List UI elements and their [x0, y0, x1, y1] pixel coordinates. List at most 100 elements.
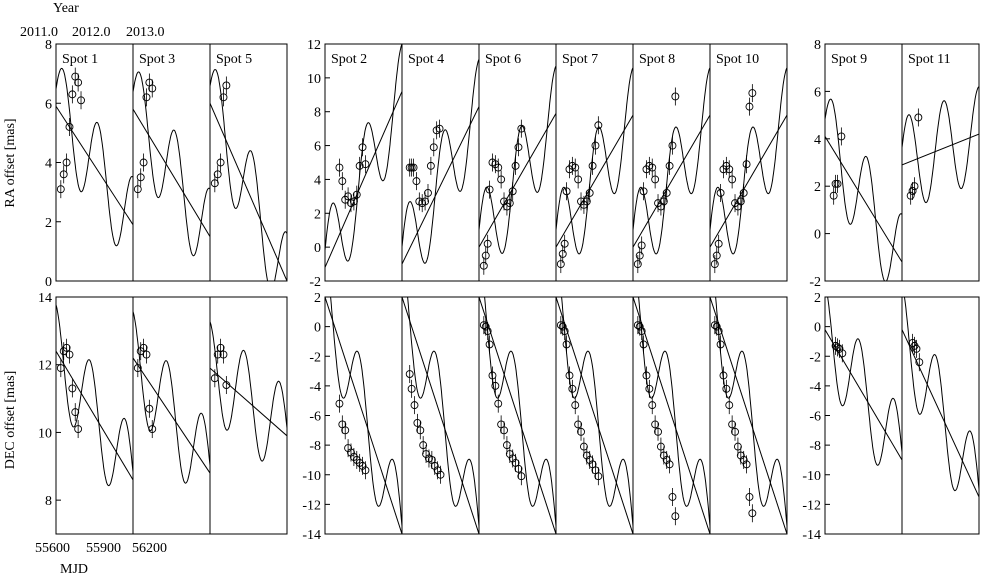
spot-9-ra-data-point [829, 191, 838, 200]
spot-1-ra-frame [55, 43, 134, 282]
spot-6-dec-data-point [488, 371, 497, 380]
y-tick-label: 6 [314, 140, 321, 155]
spot-8-ra-data-point [662, 189, 671, 197]
y-tick-label: 6 [45, 97, 52, 112]
spot-2-dec-data-point [355, 458, 364, 467]
ra-ylabel: RA offset [mas] [3, 118, 18, 207]
spot-7-dec-plot [556, 297, 633, 534]
y-tick-label: -6 [809, 410, 821, 425]
spot-6-dec-data-point [508, 454, 517, 463]
spot-8-dec-data-point [648, 401, 657, 410]
spot-1-dec-data-point [62, 343, 71, 352]
spot-8-ra-data-point [671, 92, 680, 101]
spot-2-ra-data-point [349, 197, 358, 206]
spot-8-ra-data-point [668, 141, 677, 150]
spot-7-dec-data-point [560, 327, 569, 336]
spot-2-dec-data-point [349, 453, 358, 461]
spot-7-ra-data-point [594, 121, 603, 130]
y-tick-label: 0 [314, 241, 321, 256]
spot-3-ra-plot [133, 71, 210, 257]
spot-8-dec-trend-line [633, 297, 710, 534]
y-tick-label: 14 [38, 291, 52, 306]
spot-11-dec-data-point [912, 344, 921, 353]
spot-3-dec-trend-line [133, 357, 210, 474]
y-tick-label: -6 [309, 410, 321, 425]
spot-3-dec-data-point [139, 343, 148, 352]
spot-6-dec-data-point [481, 322, 490, 331]
spot-2-dec-data-point [361, 466, 370, 475]
spot-5-dec-data-point [216, 343, 225, 352]
spot-7-dec-data-point [558, 322, 567, 331]
spot-9-dec-frame [824, 296, 903, 535]
y-tick-label: 4 [314, 173, 321, 188]
spot-3-ra-data-point [139, 158, 148, 167]
spot-2-dec-data-point [358, 461, 367, 470]
spot-5-ra-data-point [216, 158, 225, 167]
spot-11-ra-model-curve [902, 86, 979, 204]
spot-5-dec-trend-line [210, 367, 287, 437]
spot-10-ra-plot [710, 67, 787, 274]
spot-11-dec-plot [902, 297, 979, 498]
spot-4-dec-data-point [430, 461, 439, 470]
spot-10-dec-data-point [748, 509, 757, 518]
spot-6-title: Spot 6 [485, 52, 521, 67]
spot-7-ra-data-point [588, 161, 597, 170]
spot-1-ra-data-point [59, 170, 68, 179]
spot-10-ra-data-point [736, 197, 745, 206]
spot-3-ra-trend-line [133, 108, 210, 237]
spot-3-dec-model-curve [133, 311, 210, 484]
spot-10-ra-data-point [728, 175, 737, 184]
spot-7-ra-trend-line [556, 114, 633, 248]
spot-7-dec-data-point [574, 420, 583, 429]
spot-2-dec-model-curve [330, 297, 402, 527]
spot-9-dec-data-point [833, 343, 842, 352]
y-tick-label: -12 [802, 498, 821, 513]
spot-9-ra-data-point [833, 179, 842, 188]
spot-5-dec-data-point [213, 350, 222, 359]
spot-10-dec-data-point [712, 322, 721, 331]
spot-2-dec-plot [325, 297, 402, 534]
y-tick-label: 0 [814, 228, 821, 243]
spot-9-ra-frame [824, 43, 903, 282]
spot-11-dec-frame [901, 296, 980, 535]
spot-7-dec-data-point [579, 442, 588, 451]
spot-11-ra-data-point [914, 113, 923, 122]
spot-6-dec-data-point [491, 381, 500, 390]
bottom-axis-title: MJD [60, 562, 88, 577]
spot-4-ra-data-point [407, 163, 416, 172]
spot-4-dec-data-point [433, 466, 442, 475]
spot-6-ra-data-point [497, 175, 506, 184]
spot-6-ra-data-point [517, 124, 526, 133]
spot-5-ra-data-point [213, 170, 222, 179]
spot-11-dec-trend-line [902, 329, 979, 498]
spot-8-dec-data-point [639, 340, 648, 349]
spot-6-ra-trend-line [479, 113, 556, 248]
spot-7-ra-model-curve [556, 67, 633, 255]
spot-10-dec-data-point [719, 371, 728, 380]
spot-7-ra-data-point [591, 141, 600, 150]
spot-7-dec-data-point [565, 371, 574, 380]
spot-1-ra-data-point [77, 96, 85, 105]
spot-9-ra-data-point [837, 132, 846, 141]
spot-4-ra-data-point [424, 189, 432, 197]
spot-8-ra-data-point [665, 161, 674, 170]
y-tick-label: -12 [302, 498, 321, 513]
spot-6-dec-model-curve [484, 297, 556, 527]
spot-1-ra-data-point [56, 185, 65, 194]
spot-7-ra-data-point [556, 260, 565, 269]
spot-10-ra-data-point [716, 189, 725, 197]
spot-6-ra-data-point [479, 261, 488, 270]
spot-4-dec-data-point [405, 370, 414, 378]
spot-4-dec-trend-line [402, 297, 479, 534]
spot-4-ra-data-point [421, 197, 430, 206]
spot-4-ra-data-point [426, 161, 435, 170]
spot-4-dec-data-point [419, 441, 428, 450]
spot-2-ra-model-curve [325, 44, 402, 262]
spot-3-ra-frame [132, 43, 211, 282]
spot-5-ra-data-point [210, 179, 219, 188]
spot-6-dec-data-point [483, 327, 492, 336]
spot-5-ra-model-curve [210, 69, 287, 281]
spot-8-dec-plot [633, 297, 710, 534]
spot-11-ra-plot [902, 86, 979, 205]
spot-10-dec-data-point [725, 401, 734, 410]
